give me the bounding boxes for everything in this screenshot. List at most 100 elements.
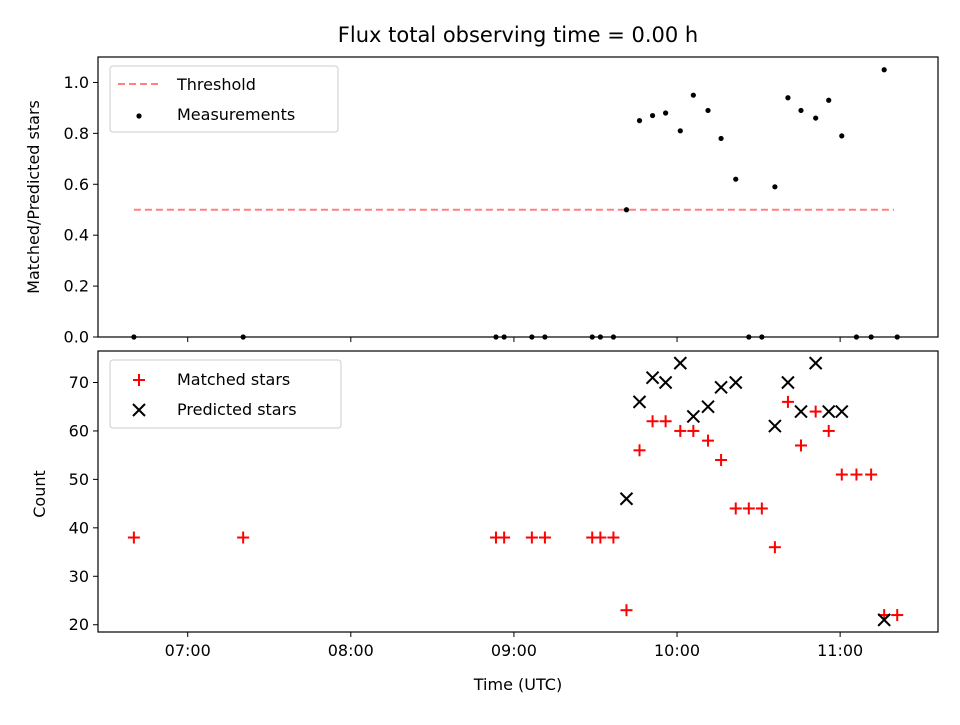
- y-tick-label: 0.4: [64, 226, 89, 245]
- matched-star-point: [729, 502, 742, 515]
- count-marks: [127, 356, 904, 627]
- count-y-ticks: 20 30 40 50 60 70: [69, 373, 98, 634]
- y-tick-label: 30: [69, 567, 89, 586]
- x-axis-label: Time (UTC): [473, 675, 562, 694]
- y-tick-label: 1.0: [64, 73, 89, 92]
- measurement-point: [813, 115, 819, 121]
- matched-star-point: [715, 454, 728, 467]
- y-tick-label: 0.6: [64, 175, 89, 194]
- matched-star-point: [794, 439, 807, 452]
- predicted-star-point: [768, 419, 782, 433]
- matched-star-point: [755, 502, 768, 515]
- count-x-ticks: 07:00 08:00 09:00 10:00 11:00: [165, 632, 863, 660]
- measurement-point: [705, 107, 711, 114]
- matched-star-point: [822, 424, 835, 437]
- matched-star-point: [865, 468, 878, 481]
- predicted-star-point: [658, 375, 673, 390]
- predicted-star-point: [701, 400, 715, 414]
- y-tick-label: 40: [69, 518, 89, 537]
- count-legend-box: [109, 359, 342, 429]
- matched-star-point: [687, 424, 700, 437]
- measurement-point: [881, 67, 887, 73]
- threshold-legend-label: Threshold: [176, 75, 256, 94]
- measurement-point: [826, 97, 832, 103]
- y-tick-label: 20: [69, 615, 89, 634]
- predicted-stars-legend-label: Predicted stars: [177, 400, 297, 419]
- x-tick-label: 07:00: [165, 641, 211, 660]
- matched-star-point: [633, 444, 646, 457]
- y-tick-label: 0.8: [64, 124, 89, 143]
- count-panel: 20 30 40 50 60 70 07:00 08:00 09:00 10:00 11:00 C…: [30, 350, 939, 694]
- measurements-legend-label: Measurements: [177, 105, 295, 124]
- matched-star-point: [674, 424, 687, 437]
- matched-star-point: [768, 541, 781, 554]
- measurement-point: [798, 107, 804, 114]
- matched-star-point: [594, 531, 607, 544]
- matched-star-point: [607, 531, 620, 544]
- measurement-point: [663, 110, 669, 116]
- predicted-stars-legend-swatch: [132, 403, 146, 417]
- matched-star-point: [127, 531, 140, 544]
- predicted-star-point: [877, 613, 891, 627]
- predicted-star-point: [645, 370, 660, 385]
- matched-star-point: [237, 531, 250, 544]
- measurement-point: [690, 92, 696, 98]
- y-tick-label: 0.2: [64, 277, 89, 296]
- matched-star-point: [809, 405, 822, 418]
- predicted-star-point: [673, 356, 687, 370]
- matched-star-point: [646, 415, 659, 428]
- measurement-point: [677, 128, 683, 134]
- matched-star-point: [702, 434, 715, 447]
- y-tick-label: 60: [69, 421, 89, 440]
- count-legend: Matched stars Predicted stars: [109, 359, 342, 429]
- measurement-point: [623, 207, 630, 213]
- measurement-point: [785, 95, 791, 101]
- matched-star-point: [498, 531, 511, 544]
- matched-star-point: [781, 395, 794, 408]
- measurement-point: [636, 118, 643, 124]
- matched-star-point: [538, 531, 551, 544]
- x-tick-label: 10:00: [654, 641, 700, 660]
- predicted-star-point: [794, 404, 808, 419]
- ratio-legend: Threshold Measurements: [109, 65, 339, 133]
- ratio-legend-box: [109, 65, 339, 133]
- predicted-star-point: [808, 356, 823, 370]
- matched-star-point: [835, 468, 848, 481]
- count-panel-frame: [97, 350, 939, 633]
- ratio-y-axis-label: Matched/Predicted stars: [24, 100, 43, 294]
- y-tick-label: 50: [69, 470, 89, 489]
- ratio-panel-frame: [97, 56, 939, 338]
- matched-star-point: [742, 502, 755, 515]
- x-tick-label: 09:00: [491, 641, 537, 660]
- chart-title: Flux total observing time = 0.00 h: [338, 23, 698, 47]
- predicted-star-point: [729, 375, 743, 390]
- predicted-star-point: [686, 409, 701, 424]
- matched-stars-legend-swatch: [133, 374, 145, 386]
- predicted-star-point: [835, 404, 849, 419]
- measurement-point: [718, 135, 724, 142]
- matched-star-point: [850, 468, 863, 481]
- predicted-star-point: [619, 492, 634, 506]
- predicted-star-point: [781, 375, 795, 390]
- matched-star-point: [891, 609, 904, 622]
- y-tick-label: 0.0: [64, 328, 89, 347]
- predicted-star-point: [822, 404, 836, 419]
- ratio-y-ticks: 0.0 0.2 0.4 0.6 0.8 1.0: [64, 73, 98, 347]
- measurement-point: [649, 112, 656, 119]
- measurement-point: [839, 133, 845, 139]
- x-tick-label: 08:00: [328, 641, 374, 660]
- matched-stars-legend-label: Matched stars: [177, 370, 290, 389]
- matched-star-point: [620, 604, 633, 617]
- matched-star-point: [525, 531, 538, 544]
- predicted-star-point: [714, 380, 728, 395]
- ratio-panel: 0.0 0.2 0.4 0.6 0.8 1.0 Matched/Predicted sta…: [24, 56, 939, 347]
- measurement-point: [772, 184, 778, 190]
- matched-star-point: [659, 415, 672, 428]
- x-tick-label: 11:00: [817, 641, 863, 660]
- measurement-point: [733, 176, 739, 182]
- ratio-x-ticks: [187, 337, 841, 342]
- y-tick-label: 70: [69, 373, 89, 392]
- count-y-axis-label: Count: [30, 470, 49, 518]
- predicted-star-point: [632, 395, 647, 409]
